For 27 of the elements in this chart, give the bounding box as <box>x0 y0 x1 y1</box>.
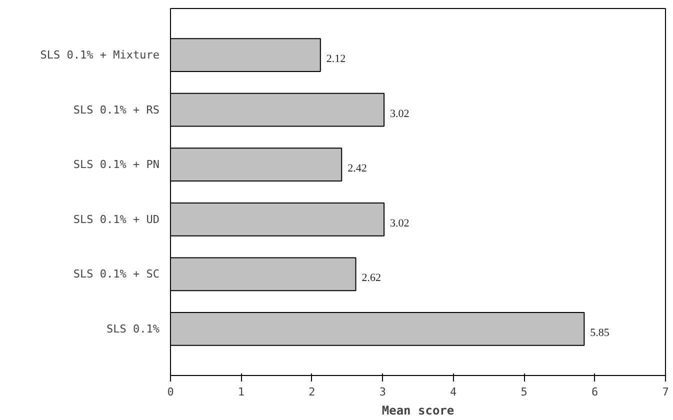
x-tick-label: 5 <box>520 386 528 398</box>
x-tick-label: 3 <box>379 386 386 398</box>
y-tick-label: SLS 0.1% + RS <box>73 103 160 116</box>
data-label: 3.02 <box>390 217 410 230</box>
bar <box>170 38 321 72</box>
bar <box>170 92 385 127</box>
x-tick-label: 0 <box>167 386 174 398</box>
y-tick-label: SLS 0.1% + SC <box>73 268 160 281</box>
data-label: 5.85 <box>590 326 610 339</box>
y-tick-label: SLS 0.1% + Mixture <box>40 48 160 62</box>
y-tick-label: SLS 0.1% <box>106 322 160 336</box>
x-tick-label: 2 <box>308 386 316 398</box>
bar <box>170 257 356 292</box>
x-tick-label: 1 <box>238 386 245 398</box>
y-tick-label: SLS 0.1% + PN <box>73 158 160 172</box>
x-axis-title: Mean score <box>382 404 454 418</box>
bar <box>170 148 342 182</box>
data-label: 3.02 <box>390 108 410 120</box>
x-tick-label: 4 <box>450 386 458 398</box>
x-tick-label: 7 <box>662 386 669 398</box>
data-label: 2.62 <box>362 272 382 284</box>
data-label: 2.42 <box>348 162 367 175</box>
x-tick-label: 6 <box>591 386 598 398</box>
bar <box>170 202 385 236</box>
data-label: 2.12 <box>326 53 346 66</box>
y-tick-label: SLS 0.1% + UD <box>73 212 160 226</box>
bar <box>170 312 585 346</box>
